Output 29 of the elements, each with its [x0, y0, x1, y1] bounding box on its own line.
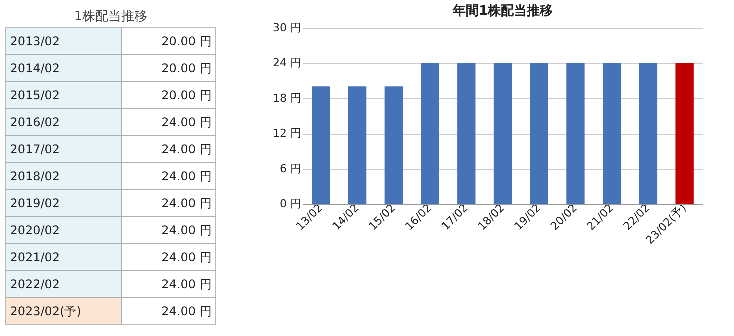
text: 24.00 円 [162, 304, 212, 318]
category-label: 2014/02 [10, 62, 60, 76]
text: 1株配当推移 [74, 10, 148, 25]
text: 24.00 円 [162, 278, 212, 292]
category-label: 2013/02 [10, 34, 60, 48]
y-tick-label: 6 円 [280, 162, 302, 176]
y-tick-label: 12 円 [273, 127, 302, 140]
category-label: 2022/02 [10, 278, 60, 292]
text: 24.00 円 [162, 170, 212, 184]
chart-title: 年間1株配当推移 [452, 4, 554, 19]
category-label: 2015/02 [10, 88, 60, 102]
category-label: 2016/02 [10, 116, 60, 130]
text: 20.00 円 [162, 88, 212, 102]
category-label: 2020/02 [10, 224, 60, 238]
y-tick-label: 30 円 [273, 22, 302, 34]
text: 24.00 円 [162, 250, 212, 264]
y-tick-label: 24 円 [273, 56, 302, 70]
text: 24.00 円 [162, 142, 212, 156]
text: 24.00 円 [162, 196, 212, 210]
text: 24.00 円 [162, 116, 212, 130]
category-label: 2019/02 [10, 196, 60, 210]
y-tick-label: 18 円 [273, 92, 302, 105]
text: 24.00 円 [162, 224, 212, 238]
category-label: 2023/02(予) [10, 304, 82, 318]
category-label: 2017/02 [10, 142, 60, 156]
text: 20.00 円 [162, 62, 212, 76]
text: 20.00 円 [162, 34, 212, 48]
category-label: 2018/02 [10, 170, 60, 184]
category-label: 2021/02 [10, 250, 60, 264]
